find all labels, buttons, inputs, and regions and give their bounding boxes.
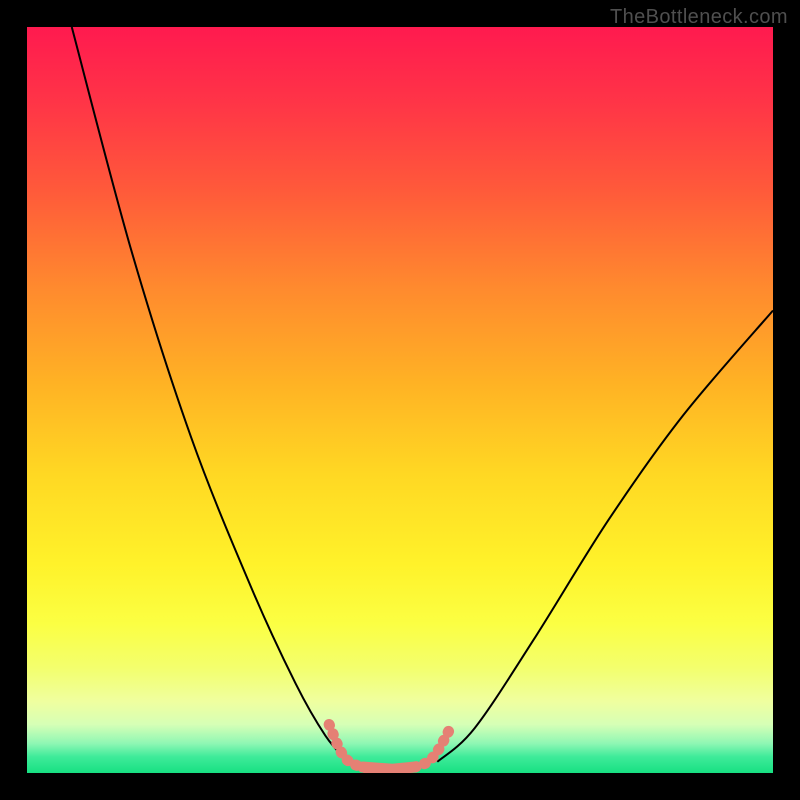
plot-area [27,27,773,773]
chart-svg [27,27,773,773]
watermark-label: TheBottleneck.com [610,6,788,29]
chart-canvas: TheBottleneck.com [0,0,800,800]
